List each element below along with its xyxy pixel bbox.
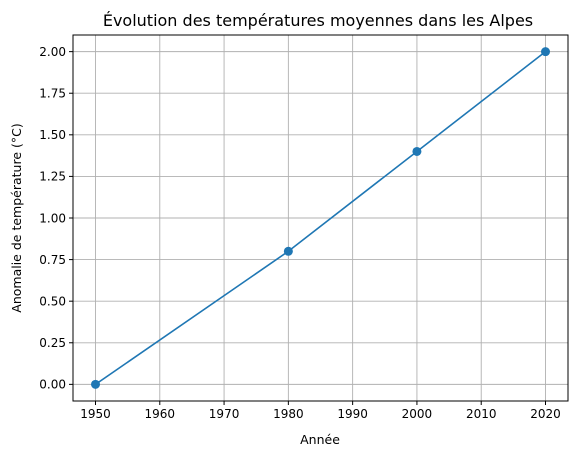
x-tick-label: 1970: [209, 407, 240, 421]
y-tick-label: 1.00: [39, 211, 66, 225]
y-tick-label: 0.00: [39, 378, 66, 392]
x-tick-label: 2000: [402, 407, 433, 421]
y-tick-label: 0.25: [39, 336, 66, 350]
x-tick-label: 1960: [145, 407, 176, 421]
x-tick-label: 1990: [337, 407, 368, 421]
y-axis-label: Anomalie de température (°C): [9, 123, 24, 312]
x-axis-label: Année: [300, 432, 340, 447]
x-tick-label: 1980: [273, 407, 304, 421]
data-point-marker: [91, 379, 100, 389]
series-layer: [91, 47, 550, 389]
y-axis: 0.00 0.25 0.50 0.75 1.00 1.25 1.50 1.75 2.00: [39, 45, 73, 392]
plot-area: 1950 1960 1970 1980 1990 2000 2010 2020 0.00 0.2…: [39, 34, 569, 421]
grid: [73, 35, 568, 401]
y-tick-label: 2.00: [39, 45, 66, 59]
series-line: [95, 51, 546, 386]
x-tick-label: 2010: [466, 407, 497, 421]
data-point-marker: [412, 146, 422, 156]
x-axis: 1950 1960 1970 1980 1990 2000 2010 2020: [80, 401, 561, 421]
data-point-marker: [283, 246, 293, 256]
data-point-marker: [541, 47, 550, 57]
x-tick-label: 2020: [530, 407, 561, 421]
y-tick-label: 1.75: [39, 87, 66, 101]
x-tick-label: 1950: [80, 407, 111, 421]
y-tick-label: 0.75: [39, 253, 66, 267]
y-tick-label: 0.50: [39, 294, 66, 308]
y-tick-label: 1.25: [39, 170, 66, 184]
chart-title: Évolution des températures moyennes dans…: [103, 11, 533, 30]
y-tick-label: 1.50: [39, 128, 66, 142]
